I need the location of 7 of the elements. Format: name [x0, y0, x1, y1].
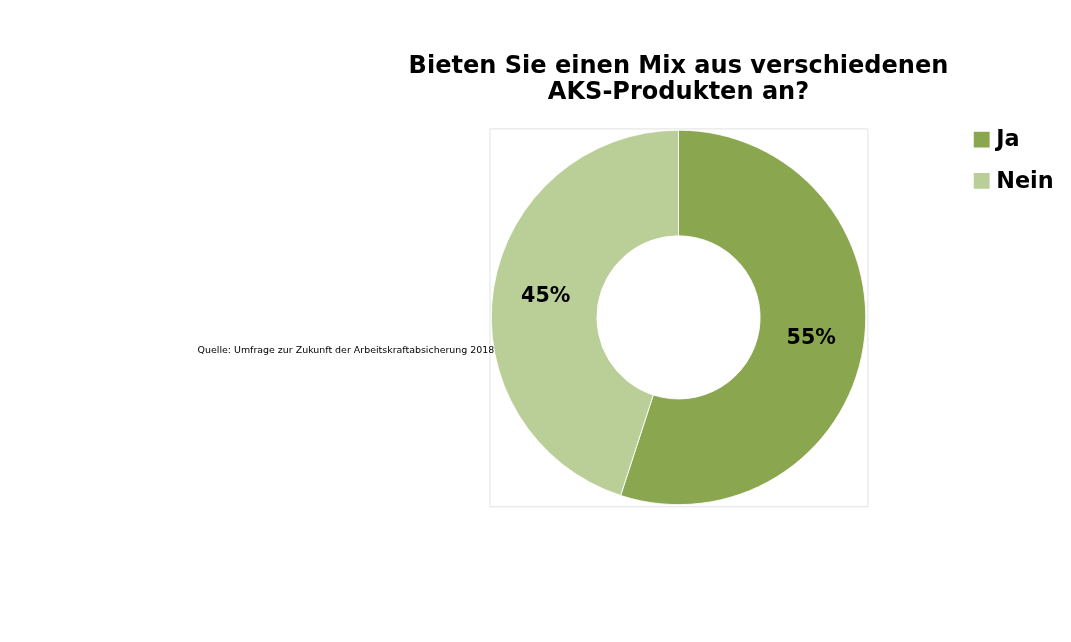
text: Bieten Sie einen Mix aus verschiedenen [408, 51, 949, 80]
legend-label: Ja [994, 125, 1020, 152]
data-label: 55% [786, 325, 836, 350]
text: AKS-Produkten an? [547, 77, 810, 106]
legend-label: Nein [996, 166, 1054, 193]
source-note: Quelle: Umfrage zur Zukunft der Arbeitskraftabsicherung 2018 [197, 343, 495, 355]
data-label: 45% [521, 283, 571, 308]
